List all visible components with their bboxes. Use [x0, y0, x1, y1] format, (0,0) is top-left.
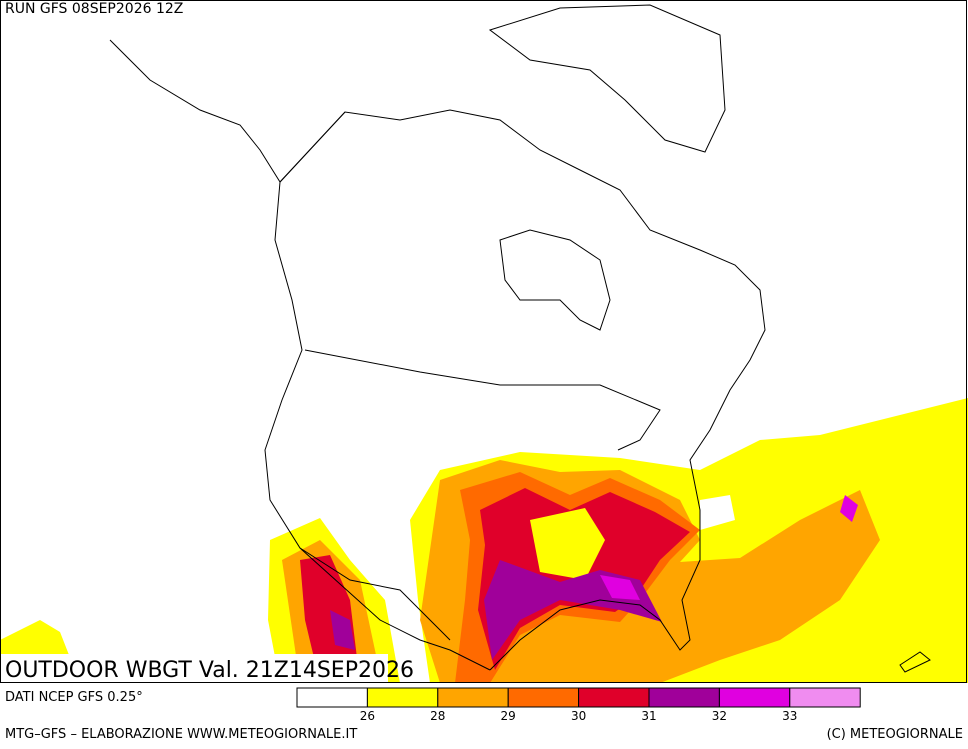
heat-zone — [840, 495, 858, 522]
coastline — [279, 109, 766, 671]
coastline — [499, 229, 611, 331]
run-label: RUN GFS 08SEP2026 12Z — [5, 1, 183, 17]
legend-label: 29 — [501, 709, 516, 723]
legend-swatch — [718, 687, 791, 708]
border — [304, 349, 661, 451]
credit-label: MTG–GFS – ELABORAZIONE WWW.METEOGIORNALE… — [5, 727, 357, 742]
legend-label: 30 — [571, 709, 586, 723]
coastline — [109, 39, 491, 671]
legend-swatch — [296, 687, 368, 708]
legend-swatch — [507, 687, 580, 708]
heat-zone — [600, 575, 640, 600]
copyright-label: (C) METEOGIORNALE — [827, 727, 963, 742]
coastline — [899, 651, 931, 673]
map-border — [0, 0, 967, 683]
legend-swatch — [437, 687, 509, 708]
title-box — [0, 654, 388, 683]
legend-label: 28 — [430, 709, 445, 723]
legend-label: 32 — [712, 709, 727, 723]
legend-swatch — [789, 687, 861, 708]
legend-label: 33 — [782, 709, 797, 723]
legend-swatch — [366, 687, 439, 708]
border — [279, 111, 346, 183]
legend-swatch — [578, 687, 650, 708]
heat-zone — [330, 610, 355, 650]
legend-swatch — [648, 687, 720, 708]
legend: 26 28 29 30 31 32 33 — [296, 687, 861, 723]
map-title: OUTDOOR WBGT Val. 21Z14SEP2026 — [5, 658, 414, 683]
heat-zone — [300, 555, 360, 683]
legend-label: 26 — [360, 709, 375, 723]
map: RUN GFS 08SEP2026 12Z OUTDOOR WBGT Val. … — [0, 0, 968, 683]
heat-zone — [530, 508, 605, 580]
border — [299, 547, 451, 641]
legend-label: 31 — [641, 709, 656, 723]
heat-gap — [700, 495, 735, 530]
source-label: DATI NCEP GFS 0.25° — [5, 690, 143, 705]
coastline — [488, 4, 726, 153]
